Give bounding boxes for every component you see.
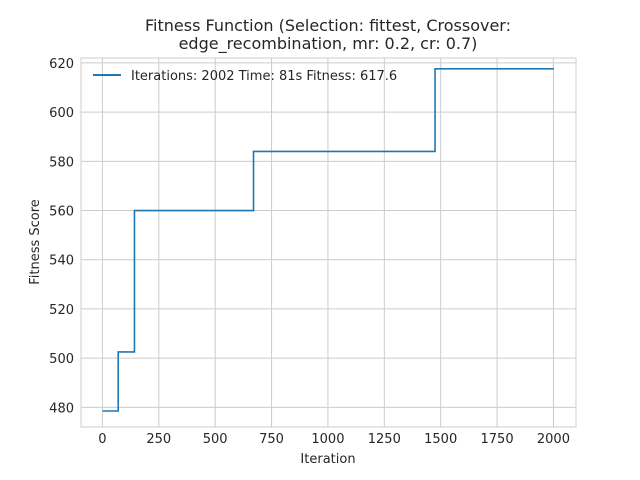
legend-entry-label: Iterations: 2002 Time: 81s Fitness: 617.… bbox=[131, 69, 397, 84]
x-tick-label: 500 bbox=[203, 432, 228, 447]
x-axis-label: Iteration bbox=[300, 452, 355, 467]
y-tick-label: 620 bbox=[49, 57, 74, 72]
x-tick-label: 250 bbox=[146, 432, 171, 447]
x-tick-label: 2000 bbox=[537, 432, 570, 447]
x-tick-label: 1250 bbox=[368, 432, 401, 447]
y-tick-label: 600 bbox=[49, 106, 74, 121]
legend: Iterations: 2002 Time: 81s Fitness: 617.… bbox=[93, 69, 397, 84]
y-tick-labels: 480 500 520 540 560 580 600 620 bbox=[49, 57, 74, 416]
y-tick-label: 540 bbox=[49, 254, 74, 269]
plot-frame bbox=[80, 57, 577, 428]
y-tick-label: 560 bbox=[49, 205, 74, 220]
y-tick-label: 480 bbox=[49, 401, 74, 416]
y-tick-label: 580 bbox=[49, 155, 74, 170]
y-tick-label: 500 bbox=[49, 352, 74, 367]
x-tick-label: 1500 bbox=[424, 432, 457, 447]
series-layer bbox=[102, 68, 554, 412]
x-tick-label: 1750 bbox=[481, 432, 514, 447]
x-tick-label: 0 bbox=[98, 432, 106, 447]
y-axis-label: Fitness Score bbox=[28, 199, 43, 285]
fitness-series-line bbox=[102, 68, 554, 412]
x-tick-label: 1000 bbox=[311, 432, 344, 447]
y-tick-label: 520 bbox=[49, 303, 74, 318]
x-tick-label: 750 bbox=[259, 432, 284, 447]
chart-title-line-2: edge_recombination, mr: 0.2, cr: 0.7) bbox=[179, 34, 478, 54]
x-tick-labels: 0 250 500 750 1000 1250 1500 1750 2000 bbox=[98, 432, 570, 447]
chart-title-line-1: Fitness Function (Selection: fittest, Cr… bbox=[145, 16, 511, 35]
grid-layer bbox=[81, 58, 576, 427]
